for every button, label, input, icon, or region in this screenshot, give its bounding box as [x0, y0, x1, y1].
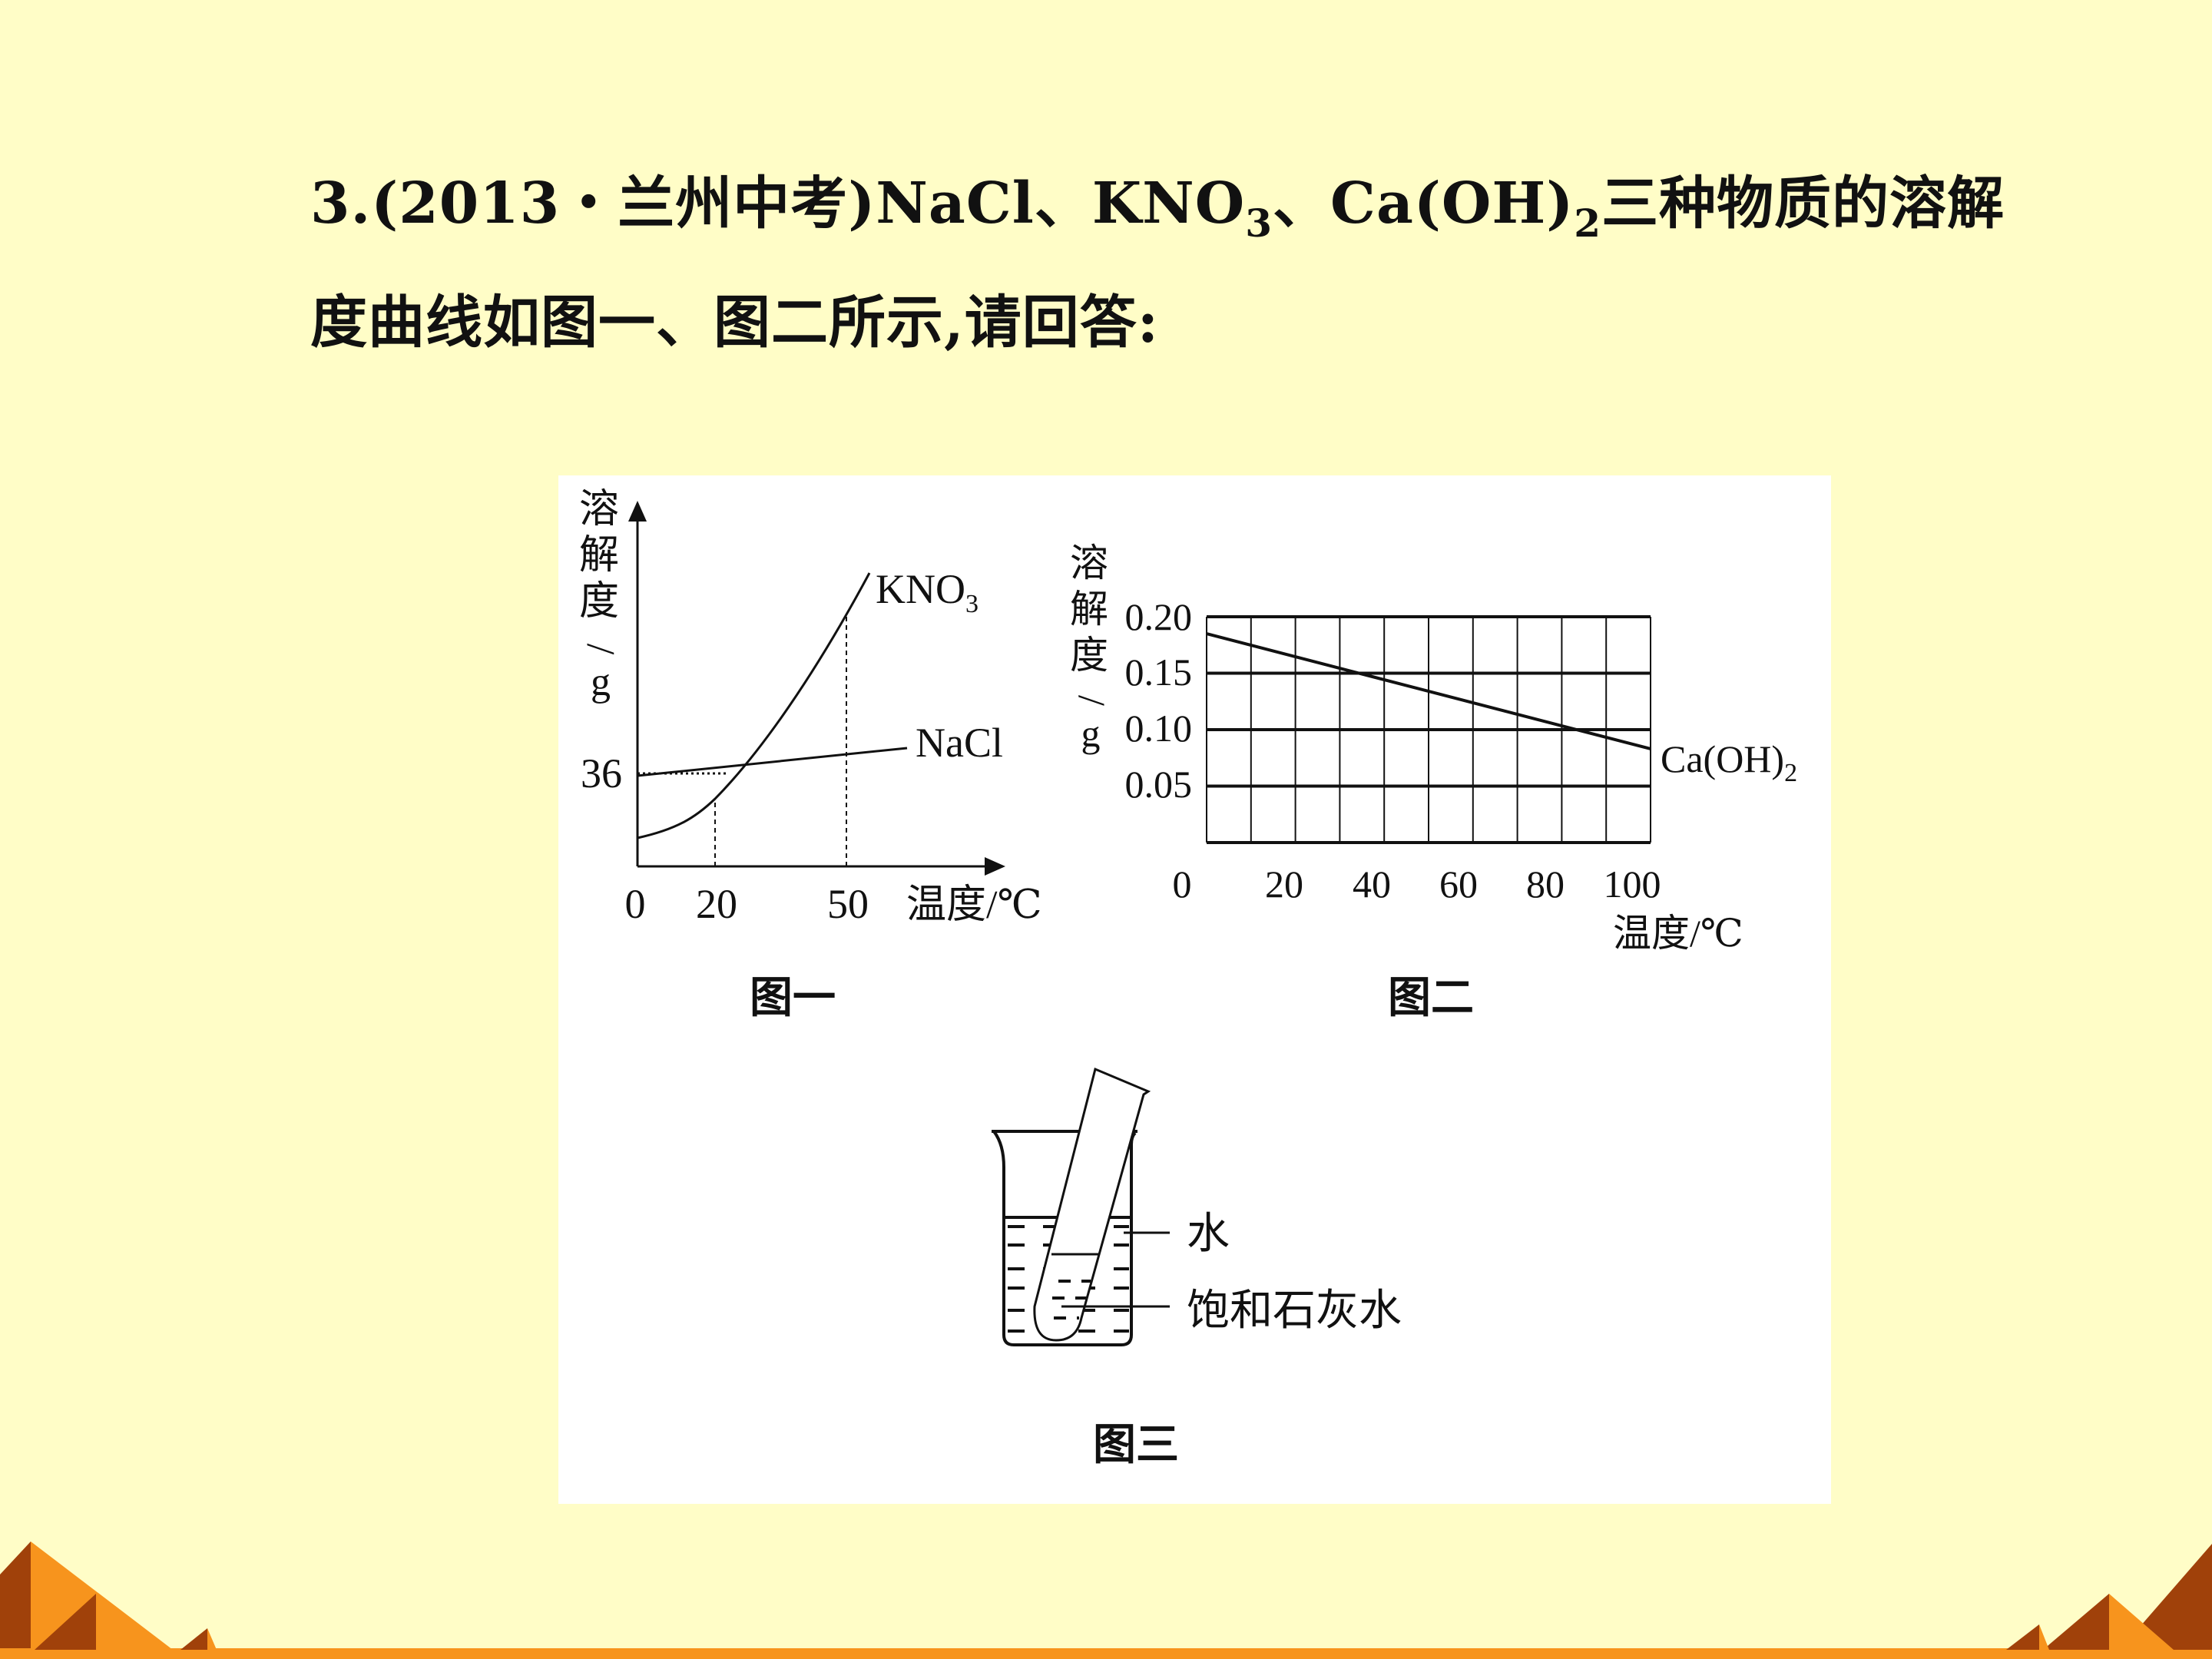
- bottom-decoration: [0, 1541, 2212, 1659]
- fig1-xtick-0: 0: [625, 881, 646, 927]
- figure-panel: [558, 475, 1831, 1504]
- figure-1: [628, 501, 1005, 876]
- fig1-ylabel-4: /: [578, 644, 622, 655]
- fig1-caption: 图一: [750, 975, 836, 1022]
- fig2-caoh2-label: Ca(OH)2: [1661, 737, 1797, 787]
- fig2-xtick-0: 0: [1173, 863, 1192, 906]
- question-line-2: 度曲线如图一、图二所示,请回答:: [310, 290, 1160, 356]
- fig2-xtick-80: 80: [1526, 863, 1565, 906]
- fig2-xtick-20: 20: [1265, 863, 1303, 906]
- fig2-ylabel-1: 溶: [1070, 541, 1108, 584]
- fig3-limewater-label: 饱和石灰水: [1187, 1287, 1402, 1335]
- fig1-xtick-20: 20: [696, 881, 737, 927]
- fig2-xlabel: 温度/℃: [1613, 912, 1743, 955]
- fig2-caoh2-line: [1206, 632, 1651, 750]
- fig2-ylabel-5: g: [1081, 712, 1101, 755]
- fig1-ylabel-5: g: [591, 661, 611, 704]
- fig2-caption: 图二: [1388, 975, 1474, 1022]
- fig1-ylabel-2: 解: [579, 534, 619, 578]
- fig2-ylabel-4: /: [1071, 695, 1114, 706]
- fig3-caption: 图三: [1093, 1422, 1179, 1469]
- fig2-xtick-60: 60: [1439, 863, 1478, 906]
- fig1-nacl-line: [637, 747, 908, 777]
- fig2-ytick-015: 0.15: [1125, 651, 1193, 694]
- fig1-ylabel-1: 溶: [579, 488, 619, 531]
- fig2-xtick-40: 40: [1353, 863, 1391, 906]
- fig1-nacl-label: NaCl: [916, 720, 1003, 766]
- test-tube: [1033, 1067, 1151, 1342]
- figure-2-grid: [1206, 615, 1651, 844]
- fig1-ylabel-3: 度: [579, 580, 619, 624]
- fig2-xtick-100: 100: [1604, 863, 1661, 906]
- fig1-kno3-label: KNO3: [876, 566, 979, 618]
- fig2-ytick-020: 0.20: [1125, 595, 1193, 638]
- fig1-ytick-36: 36: [581, 750, 622, 796]
- fig2-ytick-005: 0.05: [1125, 763, 1193, 806]
- fig2-ylabel-3: 度: [1070, 634, 1108, 677]
- fig1-kno3-curve: [637, 572, 871, 839]
- fig1-xtick-50: 50: [827, 881, 869, 927]
- fig2-ytick-010: 0.10: [1125, 707, 1193, 750]
- figure-3-beaker: [992, 1067, 1170, 1346]
- fig3-water-label: 水: [1187, 1210, 1230, 1258]
- fig1-xlabel: 温度/℃: [906, 883, 1042, 927]
- question-line-1: 3.(2013・兰州中考)NaCl、KNO3、Ca(OH)2三种物质的溶解: [310, 171, 2005, 246]
- fig2-ylabel-2: 解: [1070, 588, 1108, 631]
